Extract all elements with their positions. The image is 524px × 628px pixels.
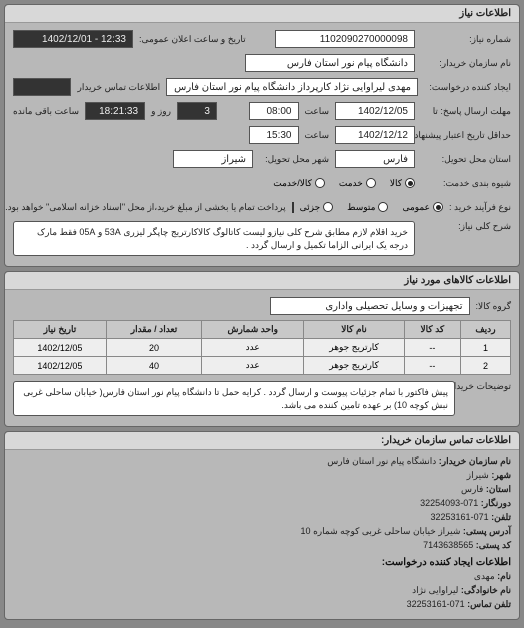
label-address: شهر محل تحویل: xyxy=(259,154,329,165)
goods-section: اطلاعات کالاهای مورد نیاز گروه کالا: تجه… xyxy=(4,271,520,427)
label-remaining: ساعت باقی مانده xyxy=(13,106,79,117)
value-deadline-time: 08:00 xyxy=(249,102,299,120)
radio-supply-goods[interactable]: کالا xyxy=(390,178,415,189)
radio-purchase-public[interactable]: عمومی xyxy=(402,202,443,213)
label-seller-desc: توضیحات خریدار: xyxy=(461,381,511,392)
radio-purchase-minor[interactable]: جزئی xyxy=(300,202,334,213)
label-receive-deadline: حداقل تاریخ اعتبار پیشنهاد: تا تاریخ: xyxy=(421,130,511,141)
value-postal-address: شیراز خیابان ساحلی غربی کوچه شماره 10 xyxy=(301,526,461,536)
label-delivery-province: استان محل تحویل: xyxy=(421,154,511,165)
label-purchase-note: پرداخت تمام یا بخشی از مبلغ خرید،از محل … xyxy=(5,202,285,213)
radio-dot-icon xyxy=(323,202,333,212)
table-header-row: ردیف کد کالا نام کالا واحد شمارش تعداد /… xyxy=(14,321,511,339)
radio-dot-icon xyxy=(405,178,415,188)
goods-table: ردیف کد کالا نام کالا واحد شمارش تعداد /… xyxy=(13,320,511,375)
label-supply-type: شیوه بندی خدمت: xyxy=(421,178,511,189)
label-purchase-type: نوع فرآیند خرید : xyxy=(449,202,511,213)
value-fax: 071-32254093 xyxy=(420,498,478,508)
value-contact-phone: 071-32253161 xyxy=(407,599,465,609)
value-city-deliver: شیراز xyxy=(173,150,253,168)
value-receive-time: 15:30 xyxy=(249,126,299,144)
radio-group-purchase: عمومی متوسط جزئی xyxy=(300,202,443,213)
th-row: ردیف xyxy=(460,321,510,339)
label-requester: ایجاد کننده درخواست: xyxy=(424,82,511,93)
value-requester: مهدی لیراوایی نژاد کارپرداز دانشگاه پیام… xyxy=(166,78,418,96)
value-receive-date: 1402/12/12 xyxy=(335,126,415,144)
label-family: نام خانوادگی: xyxy=(461,585,511,595)
radio-group-supply: کالا خدمت کالا/خدمت xyxy=(273,178,415,189)
value-name: مهدی xyxy=(474,571,495,581)
label-buyer-contact[interactable]: اطلاعات تماس خریدار xyxy=(77,82,160,93)
label-general-desc: شرح کلی نیاز: xyxy=(421,221,511,232)
label-postal-code: کد پستی: xyxy=(476,540,511,550)
textbox-general-desc: خرید اقلام لازم مطابق شرح کلی نیازو لیست… xyxy=(13,221,415,256)
value-deadline-date: 1402/12/05 xyxy=(335,102,415,120)
label-day: روز و xyxy=(151,106,171,117)
sub-header-creator: اطلاعات ایجاد کننده درخواست: xyxy=(13,557,511,568)
value-postal-code: 7143638565 xyxy=(423,540,473,550)
label-name: نام: xyxy=(497,571,511,581)
contact-section: اطلاعات تماس سازمان خریدار: نام سازمان خ… xyxy=(4,431,520,620)
label-city: شهر: xyxy=(491,470,511,480)
value-announce-date: 12:33 - 1402/12/01 xyxy=(13,30,133,48)
radio-purchase-medium[interactable]: متوسط xyxy=(347,202,388,213)
value-request-number: 1102090270000098 xyxy=(275,30,415,48)
table-row: 1 -- کارتریج جوهر عدد 20 1402/12/05 xyxy=(14,339,511,357)
section-header-contact: اطلاعات تماس سازمان خریدار: xyxy=(5,432,519,450)
value-buyer-name: دانشگاه پیام نور استان فارس xyxy=(245,54,415,72)
value-delivery-province: فارس xyxy=(335,150,415,168)
value-province: فارس xyxy=(461,484,483,494)
label-postal-address: آدرس پستی: xyxy=(463,526,511,536)
radio-supply-service[interactable]: خدمت xyxy=(339,178,376,189)
th-name: نام کالا xyxy=(304,321,405,339)
label-contact-phone: تلفن تماس: xyxy=(467,599,511,609)
label-province: استان: xyxy=(486,484,511,494)
need-info-section: اطلاعات نیاز شماره نیاز: 110209027000009… xyxy=(4,4,520,267)
label-announce-date: تاریخ و ساعت اعلان عمومی: xyxy=(139,34,246,45)
value-days-left: 3 xyxy=(177,102,217,120)
label-buyer-name: نام سازمان خریدار: xyxy=(421,58,511,69)
radio-dot-icon xyxy=(378,202,388,212)
value-buyer-contact xyxy=(13,78,71,96)
value-phone: 071-32253161 xyxy=(431,512,489,522)
value-family: لیراوایی نژاد xyxy=(412,585,458,595)
label-org-name: نام سازمان خریدار: xyxy=(439,456,511,466)
table-row: 2 -- کارتریج جوهر عدد 40 1402/12/05 xyxy=(14,357,511,375)
radio-dot-icon xyxy=(433,202,443,212)
th-code: کد کالا xyxy=(404,321,460,339)
value-goods-group: تجهیزات و وسایل تحصیلی واداری xyxy=(270,297,470,315)
th-date: تاریخ نیاز xyxy=(14,321,107,339)
section-header-need: اطلاعات نیاز xyxy=(5,5,519,23)
checkbox-treasury[interactable] xyxy=(292,202,294,213)
label-goods-group: گروه کالا: xyxy=(476,301,511,312)
th-qty: تعداد / مقدار xyxy=(106,321,201,339)
value-org-name: دانشگاه پیام نور استان فارس xyxy=(327,456,436,466)
label-deadline: مهلت ارسال پاسخ: تا xyxy=(421,106,511,117)
radio-dot-icon xyxy=(315,178,325,188)
th-unit: واحد شمارش xyxy=(202,321,304,339)
label-time-1: ساعت xyxy=(305,106,330,117)
label-phone: تلفن: xyxy=(491,512,511,522)
value-hours-left: 18:21:33 xyxy=(85,102,145,120)
radio-supply-both[interactable]: کالا/خدمت xyxy=(273,178,325,189)
label-fax: دورنگار: xyxy=(481,498,511,508)
radio-dot-icon xyxy=(366,178,376,188)
textbox-seller-desc: پیش فاکتور با تمام جزئیات پیوست و ارسال … xyxy=(13,381,455,416)
label-request-number: شماره نیاز: xyxy=(421,34,511,45)
value-city: شیراز xyxy=(467,470,489,480)
label-time-2: ساعت xyxy=(305,130,330,141)
section-header-goods: اطلاعات کالاهای مورد نیاز xyxy=(5,272,519,290)
